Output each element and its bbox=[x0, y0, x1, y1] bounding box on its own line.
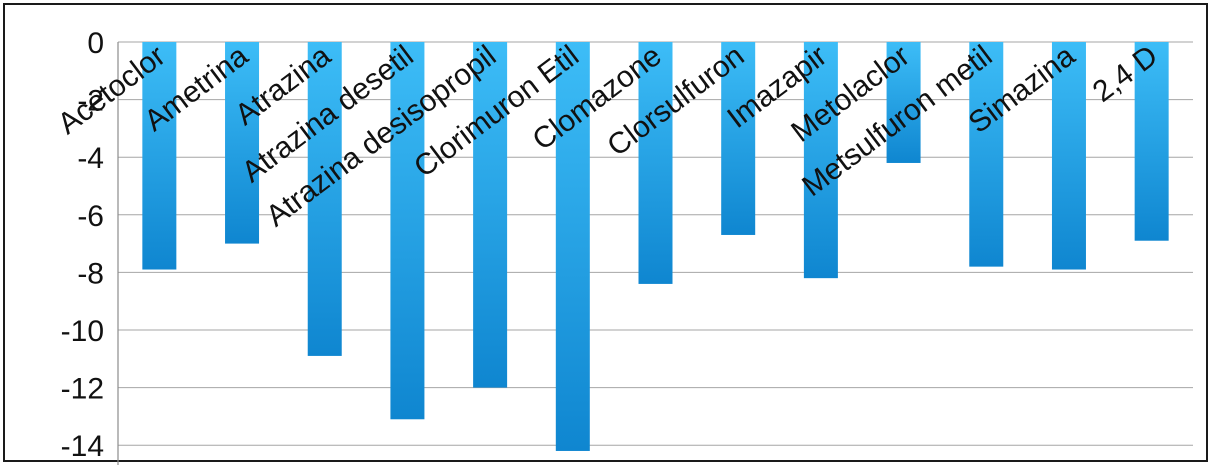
bar bbox=[721, 42, 756, 235]
bar bbox=[803, 42, 838, 279]
y-tick-label: -4 bbox=[77, 142, 104, 175]
y-axis-tick-labels: 0 -2 -4 -6 -8 -10 -12 -14 bbox=[61, 27, 104, 463]
bar bbox=[390, 42, 425, 420]
bar bbox=[1134, 42, 1169, 241]
bar bbox=[473, 42, 508, 388]
bar bbox=[307, 42, 342, 356]
y-tick-label: -12 bbox=[61, 373, 104, 406]
y-tick-label: -14 bbox=[61, 430, 104, 463]
bar bbox=[555, 42, 590, 451]
y-tick-label: -10 bbox=[61, 315, 104, 348]
bar bbox=[886, 42, 921, 163]
bar bbox=[638, 42, 673, 284]
bar bbox=[1051, 42, 1086, 270]
bar bbox=[969, 42, 1004, 267]
bar bbox=[142, 42, 177, 270]
bar bbox=[225, 42, 260, 244]
bars bbox=[142, 42, 1169, 451]
chart-frame bbox=[3, 3, 1208, 462]
y-tick-label: -8 bbox=[77, 257, 104, 290]
y-tick-label: -6 bbox=[77, 200, 104, 233]
y-tick-label: -2 bbox=[77, 85, 104, 118]
y-tick-label: 0 bbox=[87, 27, 104, 60]
